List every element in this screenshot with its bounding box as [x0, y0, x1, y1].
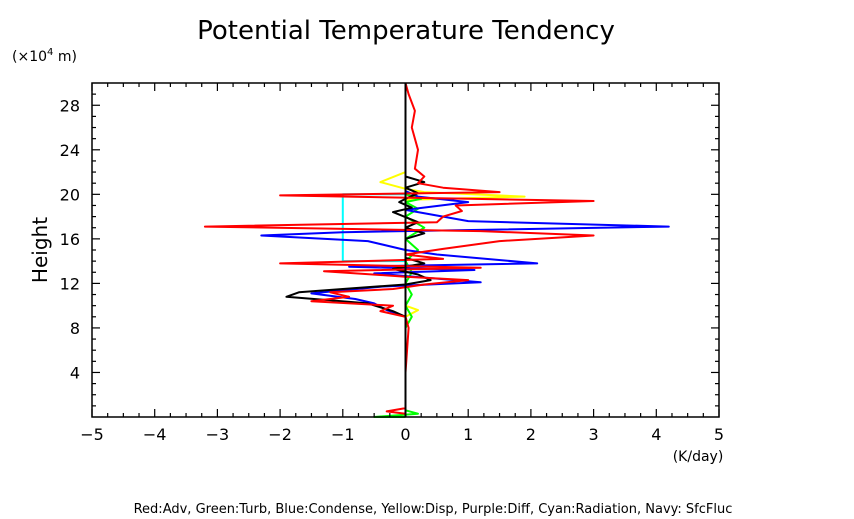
y-tick-label: 20	[60, 185, 80, 204]
y-axis-unit-tail: m)	[53, 49, 77, 65]
x-tick-label: −2	[268, 425, 292, 444]
x-tick-label: 0	[400, 425, 410, 444]
x-axis-unit-label: (K/day)	[673, 449, 724, 465]
x-tick-label: −4	[143, 425, 167, 444]
series-line-2	[373, 83, 426, 418]
x-tick-label: −3	[206, 425, 230, 444]
series-line-4	[260, 83, 670, 417]
series-line-1	[379, 83, 526, 417]
axis-ticks	[91, 83, 720, 417]
y-tick-label: 8	[70, 319, 80, 338]
series-line-6	[203, 82, 595, 417]
legend-text: Red:Adv, Green:Turb, Blue:Condense, Yell…	[134, 502, 733, 517]
x-tick-label: 5	[714, 425, 724, 444]
x-tick-labels: −5 −4 −3 −2 −1 0 1 2 3 4 5	[80, 425, 724, 444]
y-tick-label: 12	[60, 274, 80, 293]
x-tick-label: −1	[331, 425, 355, 444]
y-axis-unit-base: (×10	[12, 49, 47, 65]
y-tick-label: 28	[60, 96, 80, 115]
y-axis-unit-exponent: 4	[47, 47, 53, 58]
y-tick-label: 4	[70, 363, 80, 382]
series-line-3	[341, 193, 406, 263]
x-tick-label: 2	[526, 425, 536, 444]
y-tick-label: 16	[60, 230, 80, 249]
y-axis-unit: (×104 m)	[12, 47, 77, 65]
chart-title: Potential Temperature Tendency	[197, 16, 615, 46]
y-tick-label: 24	[60, 141, 80, 160]
plot-series	[203, 82, 670, 418]
x-tick-label: 4	[651, 425, 661, 444]
x-tick-label: 3	[589, 425, 599, 444]
x-tick-label: 1	[463, 425, 473, 444]
x-tick-label: −5	[80, 425, 104, 444]
y-tick-labels: 4 8 12 16 20 24 28	[60, 96, 80, 382]
y-axis-label: Height	[28, 217, 52, 283]
